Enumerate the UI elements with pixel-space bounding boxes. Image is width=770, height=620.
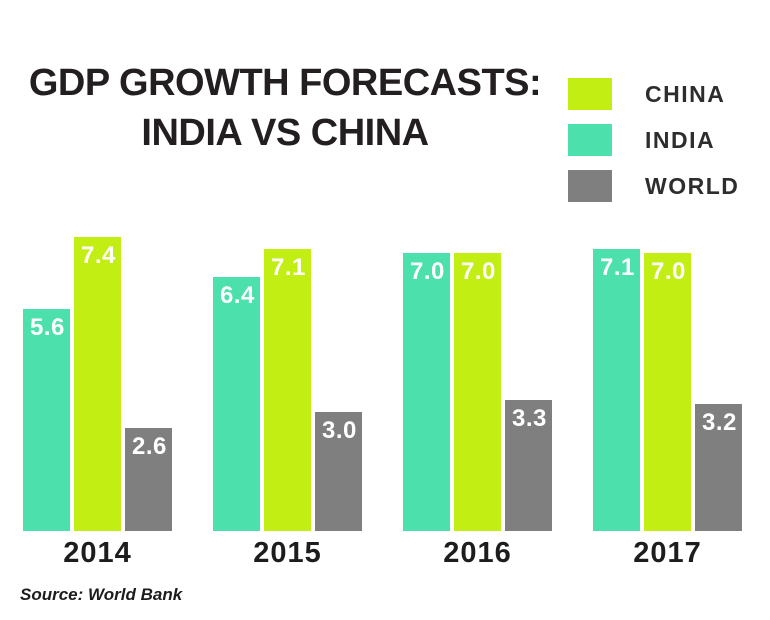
bar-india-2017: 7.1: [593, 249, 640, 531]
legend-swatch-india: [568, 124, 612, 156]
bar-group-2015: 6.4 7.1 3.0 2015: [213, 237, 362, 569]
bar-world-2017: 3.2: [695, 404, 742, 531]
chart-title-line2: INDIA VS CHINA: [141, 112, 429, 154]
bar-value-china-2015: 7.1: [271, 254, 306, 281]
category-label-2017: 2017: [633, 537, 702, 569]
bar-value-india-2016: 7.0: [410, 258, 445, 285]
chart-title: GDP GROWTH FORECASTS: INDIA VS CHINA: [25, 58, 545, 158]
bar-value-world-2016: 3.3: [512, 405, 547, 432]
chart-title-line1: GDP GROWTH FORECASTS:: [28, 62, 542, 104]
bar-value-world-2014: 2.6: [132, 433, 167, 460]
bar-value-china-2016: 7.0: [461, 258, 496, 285]
bar-group-2017: 7.1 7.0 3.2 2017: [593, 237, 742, 569]
bar-value-india-2014: 5.6: [30, 314, 65, 341]
bar-group-2016: 7.0 7.0 3.3 2016: [403, 237, 552, 569]
bar-china-2017: 7.0: [644, 253, 691, 531]
bar-china-2015: 7.1: [264, 249, 311, 531]
legend: CHINA INDIA WORLD: [568, 78, 739, 202]
legend-label-china: CHINA: [645, 80, 726, 107]
category-label-2014: 2014: [63, 537, 132, 569]
legend-swatch-world: [568, 170, 612, 202]
category-label-2015: 2015: [253, 537, 322, 569]
bar-india-2016: 7.0: [403, 253, 450, 531]
legend-swatch-china: [568, 78, 612, 110]
legend-item-india: INDIA: [568, 124, 739, 156]
bar-india-2015: 6.4: [213, 277, 260, 531]
bar-value-china-2017: 7.0: [651, 258, 686, 285]
bar-world-2014: 2.6: [125, 428, 172, 531]
bar-world-2015: 3.0: [315, 412, 362, 531]
legend-label-india: INDIA: [645, 126, 716, 153]
bar-group-2014: 5.6 7.4 2.6 2014: [23, 237, 172, 569]
bar-chart: 5.6 7.4 2.6 2014 6.4 7.1 3.0 2015 7.0 7.0 3.3 2016 7…: [23, 237, 742, 569]
bar-value-world-2017: 3.2: [702, 409, 737, 436]
category-label-2016: 2016: [443, 537, 512, 569]
bar-value-world-2015: 3.0: [322, 417, 357, 444]
legend-item-china: CHINA: [568, 78, 739, 110]
bar-value-china-2014: 7.4: [81, 242, 116, 269]
legend-item-world: WORLD: [568, 170, 739, 202]
bar-india-2014: 5.6: [23, 309, 70, 531]
bar-world-2016: 3.3: [505, 400, 552, 531]
source-note: Source: World Bank: [20, 585, 183, 604]
legend-label-world: WORLD: [645, 172, 740, 199]
bar-china-2016: 7.0: [454, 253, 501, 531]
bar-china-2014: 7.4: [74, 237, 121, 531]
bar-value-india-2017: 7.1: [600, 254, 635, 281]
bar-value-india-2015: 6.4: [220, 282, 255, 309]
